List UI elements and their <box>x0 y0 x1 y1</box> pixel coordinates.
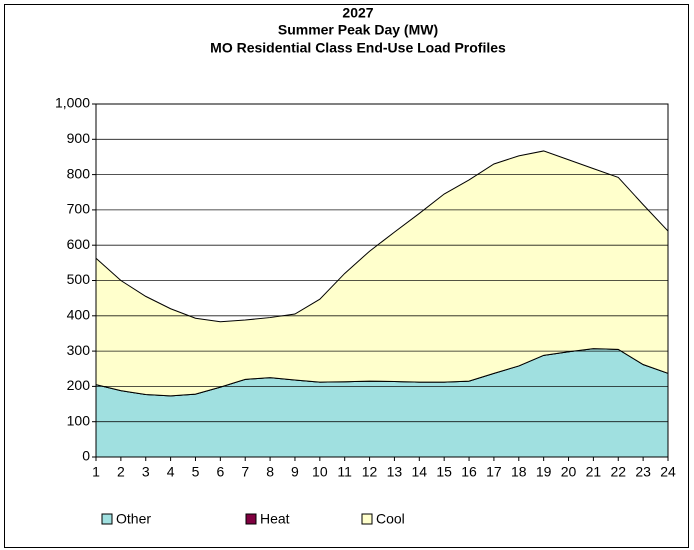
plot-border <box>95 103 669 458</box>
y-tick-label: 100 <box>67 412 91 428</box>
x-tick-label: 9 <box>291 464 299 480</box>
x-tick-label: 7 <box>241 464 249 480</box>
x-tick-label: 10 <box>312 464 328 480</box>
x-tick-label: 21 <box>586 464 602 480</box>
y-tick-label: 200 <box>67 377 91 393</box>
x-tick-label: 16 <box>461 464 477 480</box>
x-tick-label: 11 <box>337 464 352 480</box>
x-tick-label: 20 <box>561 464 577 480</box>
legend-label: Other <box>116 511 151 527</box>
x-tick-label: 6 <box>216 464 224 480</box>
y-tick-label: 900 <box>67 130 91 146</box>
y-tick-label: 300 <box>67 342 91 358</box>
x-tick-label: 24 <box>660 464 676 480</box>
chart-title: 2027 <box>342 5 373 21</box>
x-tick-label: 19 <box>536 464 552 480</box>
y-tick-label: 600 <box>67 236 91 252</box>
legend-swatch <box>101 513 113 525</box>
y-tick-label: 1,000 <box>55 95 90 111</box>
x-tick-label: 4 <box>167 464 175 480</box>
x-tick-label: 18 <box>511 464 527 480</box>
x-tick-label: 15 <box>436 464 452 480</box>
x-tick-label: 13 <box>387 464 403 480</box>
chart-title: MO Residential Class End-Use Load Profil… <box>210 40 506 56</box>
x-tick-label: 12 <box>362 464 378 480</box>
x-tick-label: 5 <box>192 464 200 480</box>
x-tick-label: 17 <box>486 464 502 480</box>
x-tick-label: 23 <box>635 464 651 480</box>
legend-label: Cool <box>376 511 405 527</box>
y-tick-label: 700 <box>67 201 91 217</box>
legend-swatch <box>245 513 257 525</box>
x-tick-label: 2 <box>117 464 125 480</box>
chart-title: Summer Peak Day (MW) <box>278 22 438 38</box>
y-tick-label: 0 <box>82 448 90 464</box>
y-tick-label: 800 <box>67 165 91 181</box>
y-tick-label: 500 <box>67 271 91 287</box>
x-tick-label: 3 <box>142 464 150 480</box>
x-tick-label: 8 <box>266 464 274 480</box>
x-tick-label: 14 <box>412 464 428 480</box>
legend-swatch <box>361 513 373 525</box>
x-tick-label: 1 <box>92 464 100 480</box>
x-tick-label: 22 <box>610 464 626 480</box>
y-tick-label: 400 <box>67 307 91 323</box>
legend-label: Heat <box>260 511 290 527</box>
